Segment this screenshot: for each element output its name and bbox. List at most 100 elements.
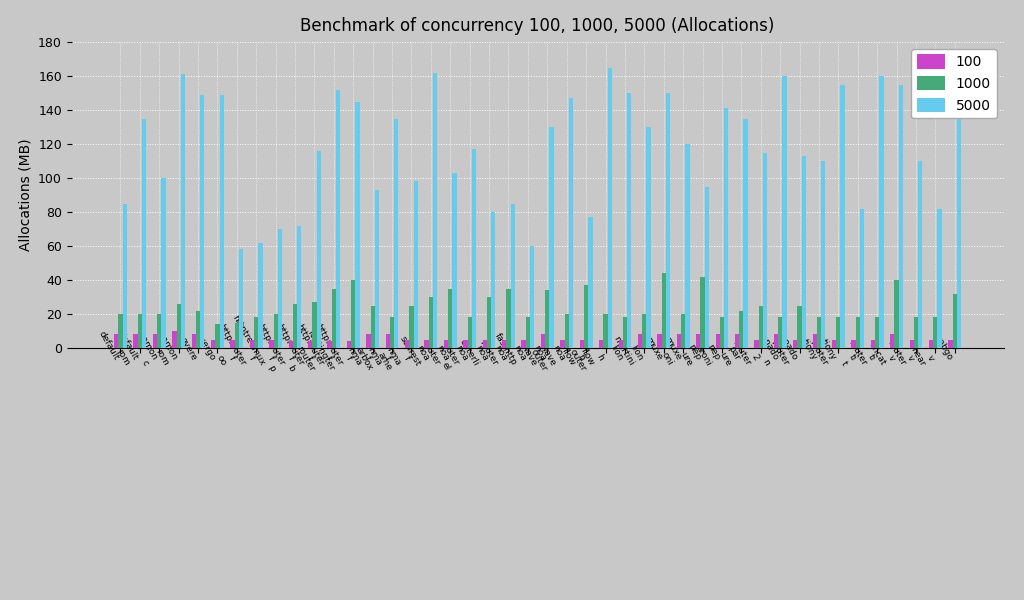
Bar bbox=[506, 289, 511, 348]
Bar bbox=[735, 334, 739, 348]
Bar bbox=[172, 331, 176, 348]
Y-axis label: Allocations (MB): Allocations (MB) bbox=[18, 139, 33, 251]
Bar bbox=[367, 334, 371, 348]
Bar bbox=[258, 242, 263, 348]
Bar bbox=[607, 67, 612, 348]
Bar bbox=[191, 334, 196, 348]
Bar bbox=[250, 340, 254, 348]
Bar bbox=[133, 334, 137, 348]
Bar bbox=[502, 340, 506, 348]
Bar bbox=[880, 76, 884, 348]
Bar bbox=[798, 305, 802, 348]
Bar bbox=[956, 76, 962, 348]
Bar bbox=[890, 334, 894, 348]
Bar bbox=[743, 118, 748, 348]
Bar bbox=[755, 340, 759, 348]
Bar bbox=[705, 187, 709, 348]
Bar bbox=[774, 334, 778, 348]
Bar bbox=[759, 305, 763, 348]
Bar bbox=[603, 314, 607, 348]
Bar bbox=[487, 297, 492, 348]
Bar bbox=[211, 340, 215, 348]
Bar bbox=[677, 334, 681, 348]
Bar bbox=[308, 341, 312, 348]
Bar bbox=[817, 317, 821, 348]
Bar bbox=[685, 144, 689, 348]
Bar bbox=[200, 95, 205, 348]
Bar bbox=[938, 209, 942, 348]
Bar bbox=[328, 341, 332, 348]
Bar bbox=[929, 340, 933, 348]
Bar bbox=[123, 203, 127, 348]
Bar bbox=[763, 152, 767, 348]
Bar bbox=[870, 340, 876, 348]
Bar bbox=[425, 340, 429, 348]
Bar bbox=[254, 317, 258, 348]
Bar bbox=[831, 340, 837, 348]
Bar bbox=[316, 151, 321, 348]
Bar bbox=[646, 127, 650, 348]
Bar bbox=[681, 314, 685, 348]
Bar bbox=[642, 314, 646, 348]
Bar bbox=[530, 246, 535, 348]
Bar bbox=[234, 323, 239, 348]
Bar bbox=[142, 118, 146, 348]
Bar bbox=[894, 280, 899, 348]
Bar bbox=[724, 108, 728, 348]
Bar bbox=[463, 340, 468, 348]
Bar bbox=[564, 314, 569, 348]
Bar bbox=[541, 334, 545, 348]
Bar bbox=[662, 273, 666, 348]
Legend: 100, 1000, 5000: 100, 1000, 5000 bbox=[911, 49, 996, 118]
Bar bbox=[492, 212, 496, 348]
Bar bbox=[219, 95, 224, 348]
Bar bbox=[119, 314, 123, 348]
Bar bbox=[312, 302, 316, 348]
Title: Benchmark of concurrency 100, 1000, 5000 (Allocations): Benchmark of concurrency 100, 1000, 5000… bbox=[300, 17, 775, 35]
Bar bbox=[837, 317, 841, 348]
Bar bbox=[952, 293, 956, 348]
Bar bbox=[394, 118, 398, 348]
Bar bbox=[521, 340, 525, 348]
Bar bbox=[856, 317, 860, 348]
Bar bbox=[371, 305, 375, 348]
Bar bbox=[332, 289, 336, 348]
Bar bbox=[919, 161, 923, 348]
Bar bbox=[525, 317, 530, 348]
Bar bbox=[812, 334, 817, 348]
Bar bbox=[410, 305, 414, 348]
Bar bbox=[472, 149, 476, 348]
Bar bbox=[580, 340, 584, 348]
Bar bbox=[355, 101, 359, 348]
Bar bbox=[278, 229, 282, 348]
Bar bbox=[468, 317, 472, 348]
Bar bbox=[215, 324, 219, 348]
Bar bbox=[638, 334, 642, 348]
Bar bbox=[782, 76, 786, 348]
Bar bbox=[618, 340, 623, 348]
Bar bbox=[794, 340, 798, 348]
Bar bbox=[293, 304, 297, 348]
Bar bbox=[336, 89, 340, 348]
Bar bbox=[599, 340, 603, 348]
Bar bbox=[948, 340, 952, 348]
Bar bbox=[351, 280, 355, 348]
Bar bbox=[720, 317, 724, 348]
Bar bbox=[696, 334, 700, 348]
Bar bbox=[851, 340, 856, 348]
Bar bbox=[913, 317, 919, 348]
Bar bbox=[909, 340, 913, 348]
Bar bbox=[802, 156, 806, 348]
Bar bbox=[899, 85, 903, 348]
Bar bbox=[584, 285, 588, 348]
Bar bbox=[778, 317, 782, 348]
Bar bbox=[841, 85, 845, 348]
Bar bbox=[657, 334, 662, 348]
Bar bbox=[269, 340, 273, 348]
Bar bbox=[114, 334, 119, 348]
Bar bbox=[482, 340, 487, 348]
Bar bbox=[347, 341, 351, 348]
Bar bbox=[196, 311, 200, 348]
Bar bbox=[550, 127, 554, 348]
Bar bbox=[176, 304, 181, 348]
